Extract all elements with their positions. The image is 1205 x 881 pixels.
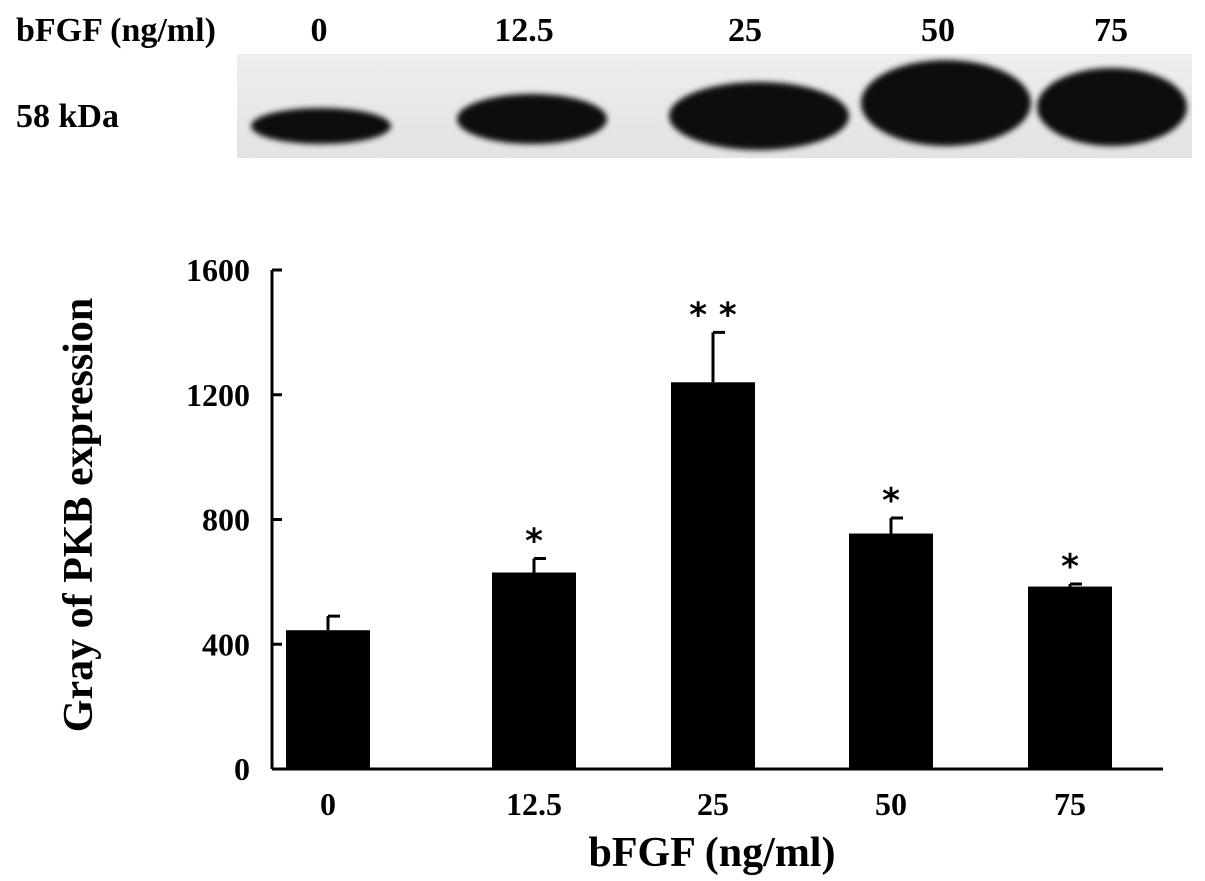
significance-marker-12-5: * [525, 521, 543, 561]
blot-band-75 [1037, 68, 1187, 146]
error-bar-0 [326, 614, 340, 631]
x-tick-label-12-5: 12.5 [506, 786, 562, 822]
y-tick-label-800: 800 [202, 502, 250, 538]
error-bar-50 [889, 516, 903, 534]
x-axis-title: bFGF (ng/ml) [589, 830, 836, 876]
significance-marker-25: * * [689, 295, 737, 335]
blot-lane-label-50: 50 [921, 12, 955, 49]
blot-band-12-5 [457, 94, 607, 144]
error-bar-12-5 [532, 556, 546, 573]
significance-marker-50: * [882, 481, 900, 521]
blot-lane-label-0: 0 [310, 12, 328, 49]
y-tick-label-1600: 1600 [186, 252, 250, 288]
bar-12-5 [492, 572, 576, 769]
y-axis-title: Gray of PKB expression [56, 298, 102, 732]
x-tick-label-0: 0 [320, 786, 336, 822]
western-blot-image [237, 54, 1192, 158]
bar-25 [671, 382, 755, 769]
blot-band-25 [669, 82, 849, 150]
x-tick-label-25: 25 [697, 786, 729, 822]
molecular-weight-label: 58 kDa [16, 98, 119, 135]
x-tick-label-75: 75 [1054, 786, 1086, 822]
x-tick-label-50: 50 [875, 786, 907, 822]
error-bar-25 [711, 330, 725, 383]
blot-band-50 [861, 60, 1031, 146]
blot-header-label: bFGF (ng/ml) [16, 12, 216, 49]
y-tick-label-0: 0 [234, 751, 250, 787]
y-axis-ticks: 0 400 800 1200 1600 [186, 252, 282, 787]
blot-band-0 [251, 108, 391, 144]
blot-lane-label-25: 25 [728, 12, 762, 49]
blot-lane-label-12-5: 12.5 [494, 12, 554, 49]
y-tick-label-1200: 1200 [186, 377, 250, 413]
bar-50 [849, 533, 933, 769]
error-bar-75 [1068, 582, 1082, 587]
significance-marker-75: * [1061, 547, 1079, 587]
x-axis-ticks: 0 12.5 25 50 75 [320, 786, 1086, 822]
blot-lane-label-75: 75 [1094, 12, 1128, 49]
bar-0 [286, 630, 370, 769]
bar-75 [1028, 586, 1112, 769]
error-bars [326, 330, 1082, 631]
significance-markers: * * * * * [525, 295, 1079, 587]
bars [286, 382, 1112, 769]
y-tick-label-400: 400 [202, 626, 250, 662]
